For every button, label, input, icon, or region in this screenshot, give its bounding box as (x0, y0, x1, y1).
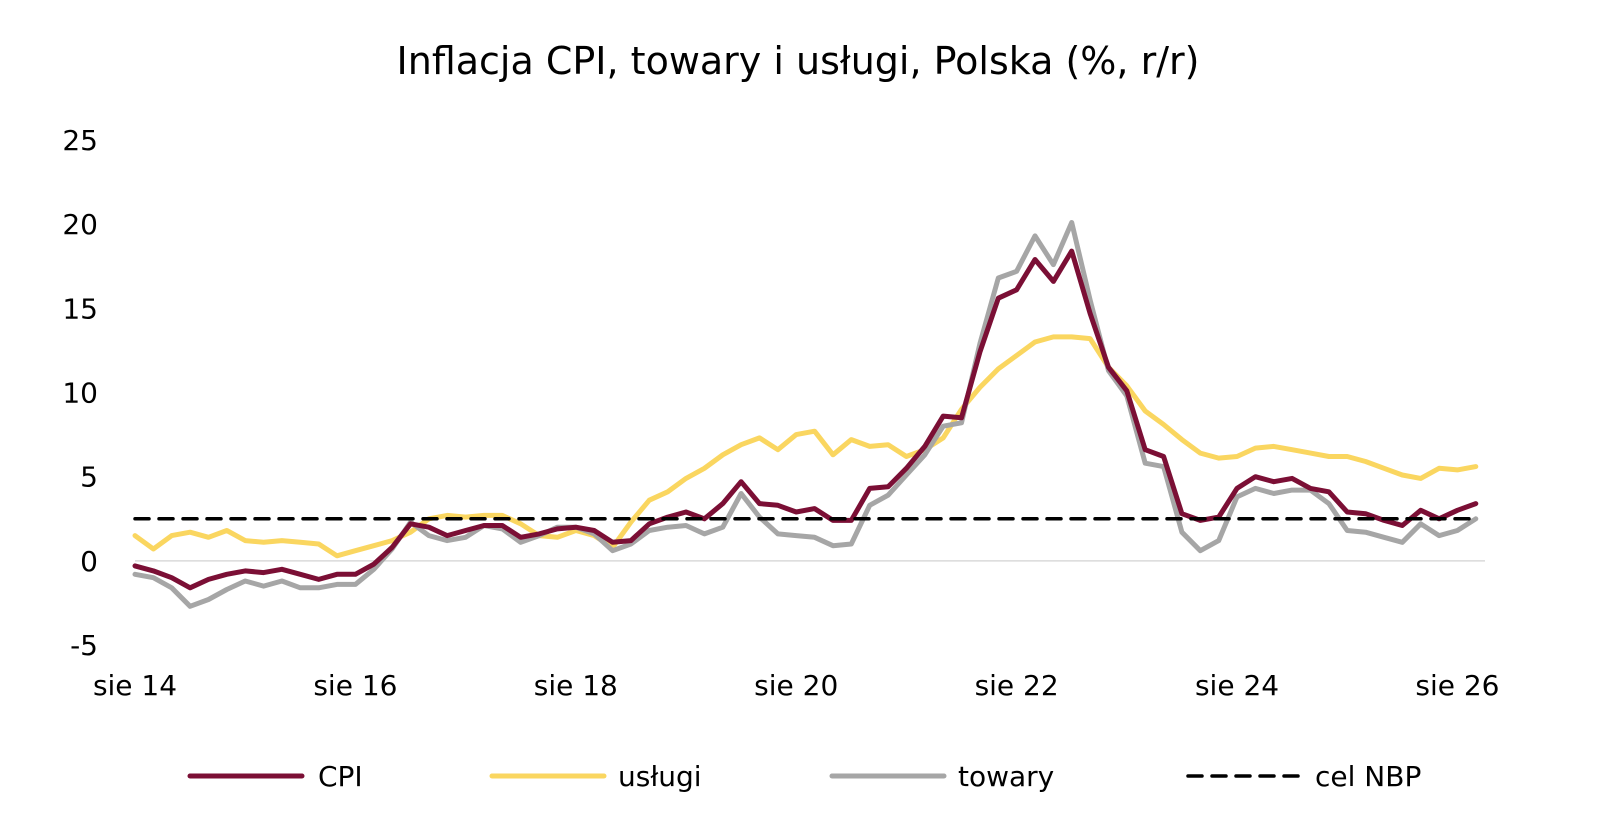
legend: CPI usługi towary cel NBP (187, 760, 1421, 793)
y-tick-label: 0 (80, 545, 98, 578)
y-tick-label: 5 (80, 461, 98, 494)
y-tick-label: 10 (62, 377, 98, 410)
legend-label-cel-nbp: cel NBP (1315, 760, 1421, 793)
axes-layer: 25 20 15 10 5 0 -5 sie 14 sie 16 sie 18 sie 20 sie … (62, 124, 1499, 702)
series-line-towary (132, 220, 1479, 609)
x-tick-label: sie 26 (1415, 669, 1499, 702)
x-tick-label: sie 22 (975, 669, 1059, 702)
y-tick-label: 20 (62, 208, 98, 241)
x-tick-label: sie 20 (754, 669, 838, 702)
y-tick-label: 15 (62, 292, 98, 325)
x-tick-label: sie 18 (534, 669, 618, 702)
series-line-cpi (132, 248, 1479, 591)
legend-label-towary: towary (958, 760, 1054, 793)
x-tick-label: sie 16 (313, 669, 397, 702)
y-tick-label: -5 (70, 629, 98, 662)
x-tick-label: sie 14 (93, 669, 177, 702)
chart-title: Inflacja CPI, towary i usługi, Polska (%… (397, 39, 1200, 83)
series-line-uslugi (132, 334, 1479, 559)
series-layer (132, 220, 1479, 609)
legend-label-cpi: CPI (318, 760, 363, 793)
y-tick-label: 25 (62, 124, 98, 157)
x-tick-label: sie 24 (1195, 669, 1279, 702)
legend-label-uslugi: usługi (618, 760, 702, 793)
